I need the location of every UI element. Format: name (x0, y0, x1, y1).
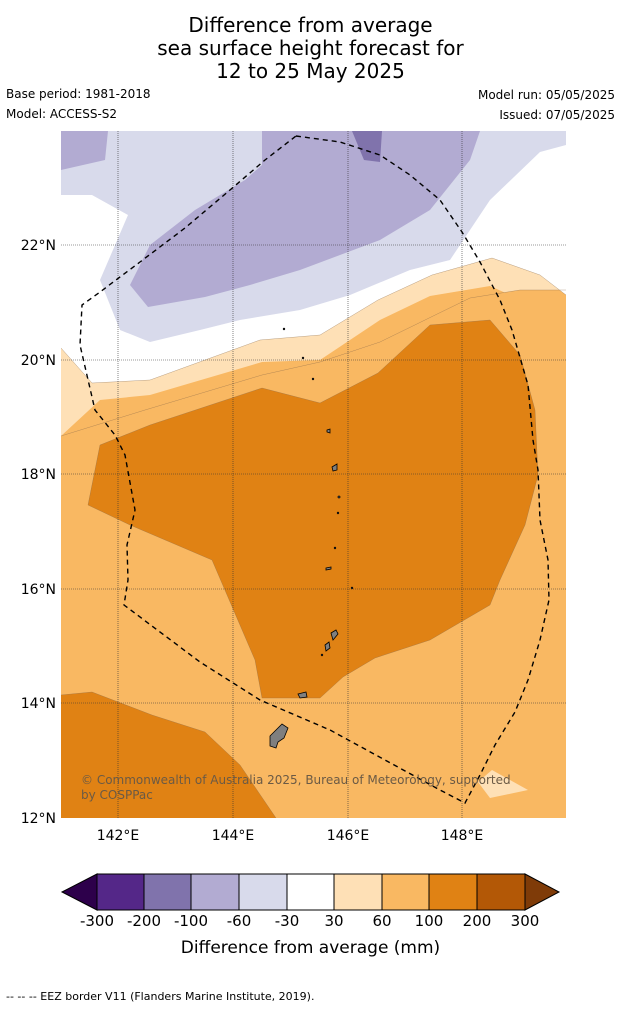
longitude-labels: 142°E 144°E 146°E 148°E (97, 828, 484, 844)
colorbar-swatch-pos-100 (428, 873, 478, 911)
colorbar-tick-60: 60 (372, 912, 392, 930)
title-line-1: Difference from average (188, 13, 433, 37)
latitude-labels: 22°N 20°N 18°N 16°N 14°N 12°N (21, 238, 56, 827)
contour-neg-60 (61, 131, 108, 170)
colorbar-label: Difference from average (mm) (180, 938, 441, 958)
colorbar-tick-30: 30 (324, 912, 344, 930)
colorbar-tick-neg-30: -30 (274, 912, 300, 930)
colorbar-tick-300: 300 (510, 912, 540, 930)
colorbar-swatch-neg-60 (190, 873, 240, 911)
colorbar-swatch-neg-200 (96, 873, 145, 911)
contour-lines (61, 257, 566, 818)
copyright-line-1: © Commonwealth of Australia 2025, Bureau… (81, 773, 511, 787)
contour-neg-100 (352, 131, 382, 162)
copyright-line-2: by COSPPac (81, 788, 153, 802)
colorbar-swatch-pos-200 (476, 873, 526, 911)
eez-legend: -- -- -- EEZ border V11 (Flanders Marine… (6, 990, 315, 1003)
gridlines (61, 131, 566, 818)
colorbar-swatch-pos-30 (333, 873, 383, 911)
colorbar-swatch-neutral (286, 873, 335, 911)
colorbar-tick-neg-300: -300 (79, 912, 115, 930)
colorbar-extend-high (524, 873, 561, 911)
colorbar-swatch-neg-30 (238, 873, 288, 911)
colorbar-extend-low (60, 873, 98, 911)
contour-100-200 (88, 320, 538, 698)
colorbar-tick-neg-60: -60 (226, 912, 252, 930)
colorbar-tick-neg-200: -200 (126, 912, 162, 930)
pagan-island (331, 463, 338, 472)
anatahan-island (325, 566, 332, 571)
contour-pale-se (478, 770, 528, 798)
lat-label-14: 14°N (21, 696, 56, 712)
lat-label-20: 20°N (21, 353, 56, 369)
lat-label-18: 18°N (21, 467, 56, 483)
lat-label-16: 16°N (21, 582, 56, 598)
map-area: © Commonwealth of Australia 2025, Bureau… (61, 131, 566, 818)
contour-neg-60-main (130, 131, 480, 307)
lon-label-148: 148°E (441, 828, 484, 844)
colorbar-tick-neg-100: -100 (173, 912, 209, 930)
rota-island (297, 691, 308, 699)
model-run: Model run: 05/05/2025 (477, 88, 615, 102)
tinian-island (330, 629, 339, 641)
guam-island (269, 723, 289, 749)
issued-date: Issued: 07/05/2025 (499, 108, 615, 122)
lon-label-144: 144°E (212, 828, 255, 844)
base-period: Base period: 1981-2018 (6, 87, 151, 101)
chart-title: Difference from average sea surface heig… (0, 14, 621, 83)
lat-label-22: 22°N (21, 238, 56, 254)
contour-100-200-sw (61, 692, 276, 818)
colorbar-swatch-pos-60 (381, 873, 430, 911)
islands (269, 327, 354, 749)
model-name: Model: ACCESS-S2 (6, 107, 118, 121)
lon-label-142: 142°E (97, 828, 140, 844)
colorbar-tick-100: 100 (414, 912, 444, 930)
colorbar (60, 873, 561, 911)
title-line-3: 12 to 25 May 2025 (216, 59, 405, 83)
lat-label-12: 12°N (21, 811, 56, 827)
saipan-island (324, 641, 331, 652)
title-line-2: sea surface height forecast for (157, 36, 464, 60)
eez-border (79, 135, 550, 804)
agrihan-island (326, 428, 331, 434)
lon-label-146: 146°E (327, 828, 370, 844)
colorbar-tick-200: 200 (462, 912, 492, 930)
colorbar-swatch-neg-100 (143, 873, 192, 911)
